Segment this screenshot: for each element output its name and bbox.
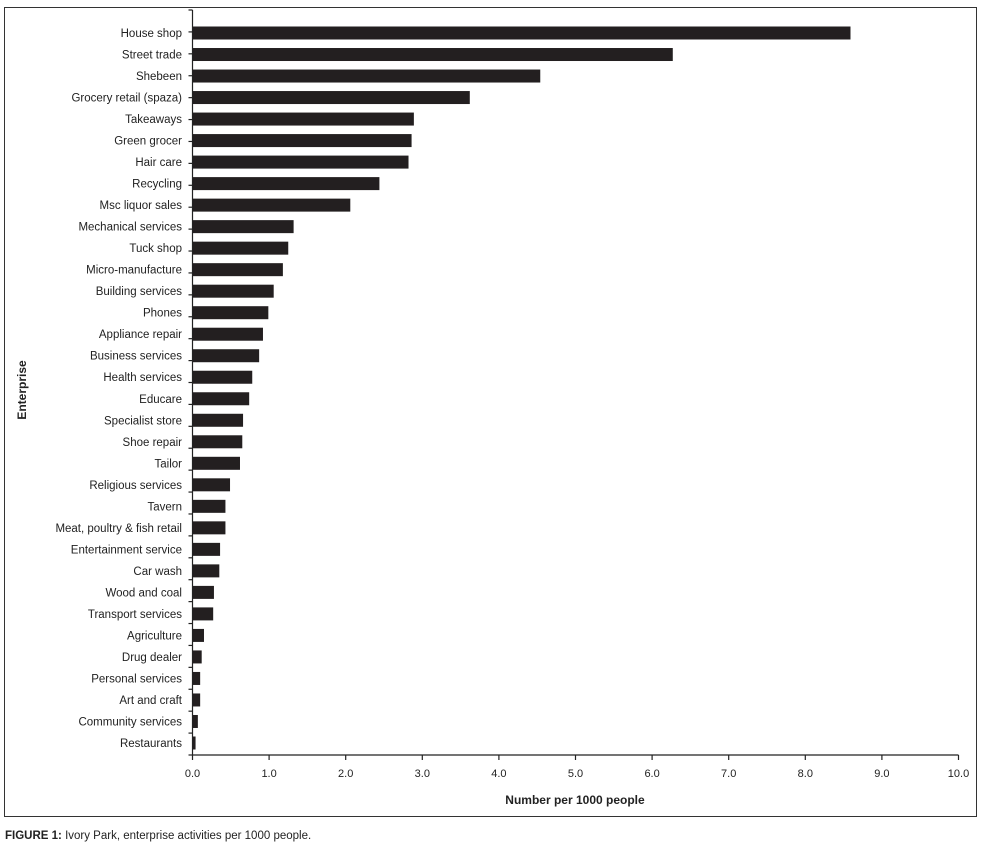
- bar: [192, 306, 269, 320]
- figure-frame: [4, 7, 977, 817]
- x-tick-label: 6.0: [644, 768, 659, 780]
- category-label: Health services: [103, 372, 182, 384]
- category-label: Personal services: [91, 673, 182, 685]
- bar: [192, 48, 673, 62]
- bar: [192, 693, 201, 707]
- category-label: Tuck shop: [129, 243, 182, 255]
- category-label: Mechanical services: [78, 222, 182, 234]
- bar: [192, 736, 196, 750]
- x-tick-label: 1.0: [261, 768, 276, 780]
- category-label: Recycling: [132, 179, 182, 191]
- category-label: Phones: [143, 308, 182, 320]
- bar: [192, 327, 263, 341]
- x-tick-label: 9.0: [874, 768, 889, 780]
- y-axis-label: Enterprise: [15, 360, 29, 420]
- bar: [192, 392, 250, 406]
- bar: [192, 714, 198, 728]
- category-label: Restaurants: [120, 738, 182, 750]
- category-label: Religious services: [89, 480, 182, 492]
- category-label: Hair care: [135, 157, 182, 169]
- bar: [192, 198, 351, 212]
- category-label: Educare: [139, 394, 182, 406]
- caption-text: Ivory Park, enterprise activities per 10…: [61, 830, 312, 842]
- bar: [192, 370, 253, 384]
- category-label: Grocery retail (spaza): [71, 93, 182, 105]
- category-label: Tavern: [147, 501, 182, 513]
- bar: [192, 349, 260, 363]
- x-tick-label: 3.0: [415, 768, 430, 780]
- bar: [192, 585, 214, 599]
- category-label: Building services: [96, 286, 183, 298]
- x-tick-label: 4.0: [491, 768, 506, 780]
- bar: [192, 69, 541, 83]
- caption-label: FIGURE 1:: [5, 830, 62, 842]
- bar: [192, 91, 470, 105]
- category-label: Micro-manufacture: [86, 265, 182, 277]
- category-label: Drug dealer: [122, 652, 182, 664]
- category-label: Agriculture: [127, 630, 182, 642]
- bar: [192, 241, 289, 255]
- bar: [192, 413, 244, 427]
- bar: [192, 650, 202, 664]
- category-label: Transport services: [88, 609, 182, 621]
- bar: [192, 542, 221, 556]
- x-tick-label: 2.0: [338, 768, 353, 780]
- bar: [192, 628, 204, 642]
- x-axis-label: Number per 1000 people: [505, 793, 645, 807]
- category-label: Wood and coal: [105, 587, 182, 599]
- bar: [192, 263, 283, 277]
- category-label: Specialist store: [104, 415, 182, 427]
- bar: [192, 26, 851, 40]
- category-label: Entertainment service: [71, 544, 182, 556]
- x-tick-label: 7.0: [721, 768, 736, 780]
- x-tick-label: 10.0: [948, 768, 969, 780]
- bar: [192, 435, 243, 449]
- bar: [192, 220, 294, 234]
- x-tick-label: 0.0: [185, 768, 200, 780]
- bar: [192, 284, 274, 298]
- bar: [192, 564, 220, 578]
- category-label: Shoe repair: [123, 437, 183, 449]
- category-label: House shop: [121, 28, 182, 40]
- bar: [192, 671, 201, 685]
- bar: [192, 134, 412, 148]
- category-label: Car wash: [133, 566, 182, 578]
- category-label: Community services: [78, 716, 182, 728]
- category-label: Street trade: [122, 50, 182, 62]
- x-tick-label: 8.0: [798, 768, 813, 780]
- category-label: Green grocer: [114, 136, 182, 148]
- category-label: Msc liquor sales: [100, 200, 183, 212]
- category-label: Appliance repair: [99, 329, 182, 341]
- category-label: Art and craft: [119, 695, 182, 707]
- category-label: Meat, poultry & fish retail: [55, 523, 182, 535]
- bar: [192, 499, 226, 513]
- category-label: Tailor: [155, 458, 183, 470]
- bar: [192, 607, 214, 621]
- category-label: Takeaways: [125, 114, 182, 126]
- bar: [192, 521, 226, 535]
- category-label: Business services: [90, 351, 182, 363]
- bar: [192, 112, 414, 126]
- bar: [192, 478, 231, 492]
- figure-caption: FIGURE 1: Ivory Park, enterprise activit…: [5, 830, 311, 842]
- x-tick-label: 5.0: [568, 768, 583, 780]
- category-label: Shebeen: [136, 71, 182, 83]
- bar: [192, 177, 380, 191]
- bar: [192, 456, 240, 470]
- bar: [192, 155, 409, 169]
